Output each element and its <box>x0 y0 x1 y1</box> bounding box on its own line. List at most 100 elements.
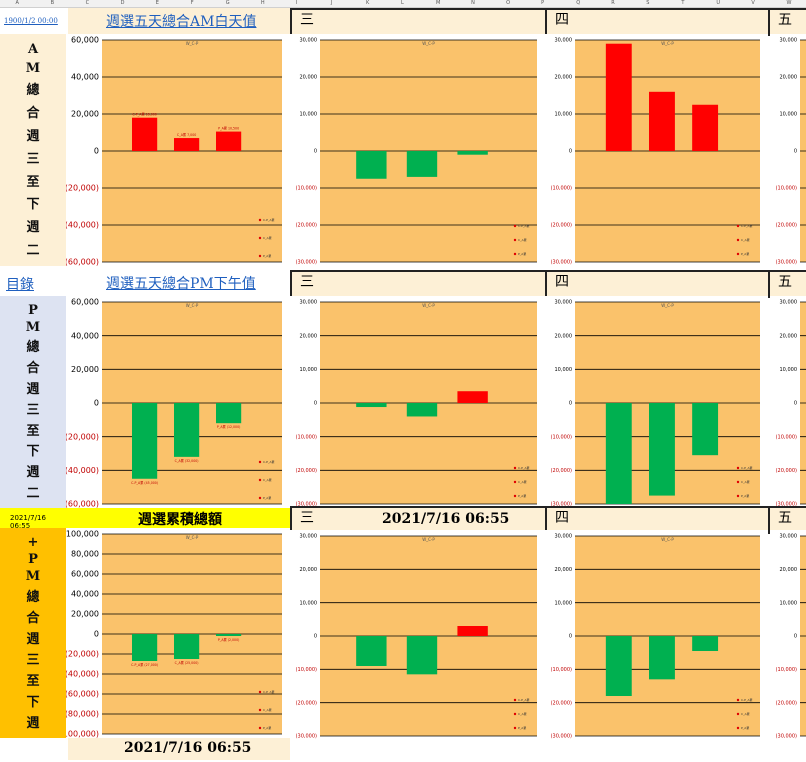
column-letter[interactable]: O <box>506 0 511 6</box>
column-letter[interactable]: J <box>330 0 333 6</box>
tick-label: (30,000) <box>776 502 797 508</box>
legend-marker <box>513 238 517 242</box>
chart-svg: 100,000 80,000 60,000 40,000 20,000 0 (20,000)… <box>60 528 290 739</box>
bar <box>132 634 158 661</box>
section-title-pm[interactable]: 週選五天總合PM下午值 <box>106 276 256 292</box>
column-letter[interactable]: V <box>751 0 755 6</box>
column-letter[interactable]: Q <box>576 0 581 6</box>
section-title-am[interactable]: 週選五天總合AM白天值 <box>106 14 257 30</box>
chart-pm-total: 60,000 40,000 20,000 0 (20,000) (40,000) (60,0… <box>65 296 290 509</box>
tab-friday-pm[interactable]: 五 <box>768 270 806 298</box>
column-letter[interactable]: M <box>436 0 441 6</box>
tab-friday-am[interactable]: 五 <box>768 8 806 36</box>
legend-marker <box>258 460 262 464</box>
column-letter[interactable]: H <box>260 0 265 6</box>
vertical-label-char: 週 <box>26 632 40 647</box>
column-letter[interactable]: U <box>716 0 721 6</box>
legend-label: C-P_A累 <box>263 689 275 694</box>
column-header-strip: A B C D E F G H I J K L M N O P Q R S T U V W <box>0 0 806 8</box>
vertical-label-char: 至 <box>26 423 40 439</box>
legend-marker <box>258 690 262 694</box>
column-letter[interactable]: R <box>611 0 615 6</box>
bar <box>692 104 719 151</box>
section-title-cell: 週選五天總合AM白天值 <box>68 8 290 34</box>
data-label: C_A累 7,000 <box>177 132 196 137</box>
column-letter[interactable]: N <box>471 0 475 6</box>
tick-label: 10,000 <box>555 112 573 118</box>
column-letter[interactable]: E <box>155 0 159 6</box>
bar <box>605 403 632 504</box>
bar <box>174 138 200 151</box>
tick-label: (20,000) <box>296 700 317 706</box>
column-letter[interactable]: L <box>401 0 404 6</box>
vertical-label-char: P <box>28 302 38 318</box>
tick-label: 0 <box>94 630 99 639</box>
toc-link[interactable]: 目錄 <box>6 277 34 293</box>
timestamp-cell-yellow: 2021/7/16 06:55 <box>0 508 68 530</box>
chart-pm-wednesday: 30,000 20,000 10,000 0 (10,000) (20,000) (30,0… <box>290 296 545 508</box>
bar <box>605 636 632 696</box>
legend-label: C-P_A累 <box>518 697 530 702</box>
chart-svg: 30,000 20,000 10,000 0 (10,000) (20,000) (30,0… <box>770 530 806 740</box>
bar <box>132 117 158 151</box>
tick-label: (20,000) <box>551 700 572 706</box>
column-letter[interactable]: D <box>120 0 125 6</box>
tick-label: (10,000) <box>296 667 317 673</box>
vertical-label-char: 合 <box>26 361 40 377</box>
legend-label: C_A累 <box>518 237 527 242</box>
column-letter[interactable]: P <box>541 0 545 6</box>
column-letter[interactable]: G <box>225 0 230 6</box>
column-letter[interactable]: B <box>50 0 54 6</box>
column-letter[interactable]: T <box>681 0 685 6</box>
column-letter[interactable]: C <box>85 0 90 6</box>
tick-label: 30,000 <box>300 534 318 540</box>
vertical-label-char: M <box>25 319 41 335</box>
timestamp-link[interactable]: 1900/1/2 00:00 <box>4 17 58 25</box>
tab-wednesday-am[interactable]: 三 <box>290 8 555 36</box>
day-label: 三 <box>300 274 314 290</box>
vertical-label-char: 週 <box>26 382 40 398</box>
legend-label: P_A累 <box>263 725 271 730</box>
timestamp-cell[interactable]: 1900/1/2 00:00 <box>0 8 68 34</box>
bottom-date-cell: 2021/7/16 06:55 <box>68 738 290 760</box>
tick-label: 20,000 <box>71 110 99 119</box>
column-letter[interactable]: K <box>365 0 370 6</box>
chart-cumulative-total: 100,000 80,000 60,000 40,000 20,000 0 (20,000)… <box>60 528 290 739</box>
vertical-label-char: 下 <box>26 444 40 460</box>
legend-marker <box>513 466 517 470</box>
legend-label: P_A累 <box>518 251 526 256</box>
day-label: 三 <box>300 12 314 28</box>
chart-svg: 30,000 20,000 10,000 0 (10,000) (20,000) (30,0… <box>545 34 768 266</box>
bar <box>216 634 242 636</box>
tick-label: 80,000 <box>71 550 99 559</box>
tick-label: 0 <box>94 399 99 408</box>
bar <box>605 43 632 152</box>
column-letter[interactable]: S <box>646 0 650 6</box>
bar <box>132 403 158 479</box>
chart-title: W_C-P <box>422 303 435 308</box>
legend-marker <box>736 494 740 498</box>
legend-label: C-P_A累 <box>263 459 275 464</box>
bar <box>356 636 387 666</box>
tick-label: (40,000) <box>66 466 99 475</box>
legend-label: C_A累 <box>263 477 272 482</box>
tab-thursday-pm[interactable]: 四 <box>545 270 778 298</box>
toc-cell[interactable]: 目錄 <box>0 270 68 296</box>
day-label: 四 <box>555 274 569 290</box>
column-letter[interactable]: F <box>190 0 194 6</box>
day-label: 三 <box>300 510 314 526</box>
bar <box>406 151 438 177</box>
bar <box>457 151 488 155</box>
tab-thursday-cum[interactable]: 四 <box>545 506 778 534</box>
tick-label: (30,000) <box>551 260 572 266</box>
tick-label: 100,000 <box>66 530 99 539</box>
column-letter[interactable]: A <box>15 0 19 6</box>
day-label: 四 <box>555 12 569 28</box>
column-letter[interactable]: I <box>295 0 298 6</box>
vertical-label-char: 至 <box>26 174 40 190</box>
tab-thursday-am[interactable]: 四 <box>545 8 778 36</box>
bar <box>216 131 242 151</box>
tab-wednesday-pm[interactable]: 三 <box>290 270 555 298</box>
tick-label: (30,000) <box>296 260 317 266</box>
column-letter[interactable]: W <box>786 0 792 6</box>
